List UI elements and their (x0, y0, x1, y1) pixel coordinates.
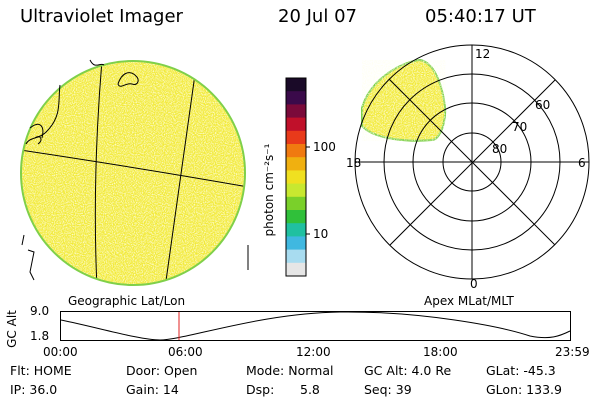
colorbar-segment (286, 223, 306, 237)
colorbar-segment (286, 91, 306, 105)
altitude-tick-9: 9.0 (30, 304, 50, 318)
mlt-label-6: 6 (578, 156, 586, 170)
polar-plot (354, 44, 590, 280)
mlt-line-diag-2 (355, 45, 589, 279)
mlt-label-12: 12 (475, 47, 491, 61)
gain-value: Gain: 14 (126, 382, 179, 397)
glat-value: GLat: -45.3 (486, 363, 556, 378)
mlt-line-diag-1 (355, 45, 589, 279)
colorbar-unit-label: photon cm⁻²s⁻¹ (262, 143, 276, 237)
altitude-plot (60, 311, 571, 341)
mlat-label-80: 80 (492, 142, 508, 156)
mlt-label-0: 0 (470, 277, 478, 291)
mlat-label-70: 70 (512, 120, 528, 134)
auroral-speckle (362, 60, 446, 141)
coastline-south (21, 234, 35, 281)
colorbar-tick-label-100: 100 (313, 140, 336, 154)
app-title: Ultraviolet Imager (20, 6, 183, 27)
seq-value: Seq: 39 (364, 382, 412, 397)
colorbar-tick-label-10: 10 (313, 227, 329, 241)
mlat-label-60: 60 (535, 98, 551, 112)
colorbar-segment (286, 117, 306, 132)
colorbar-segment (286, 104, 306, 119)
time-tick-0000: 00:00 (43, 345, 78, 359)
colorbar-segment (286, 262, 306, 277)
time-tick-1800: 18:00 (423, 345, 458, 359)
altitude-plot-frame (60, 311, 571, 341)
ip-value: IP: 36.0 (10, 382, 58, 397)
geographic-image (20, 59, 249, 286)
coastline (25, 84, 61, 145)
altitude-curve (60, 311, 571, 341)
mode-value: Mode: Normal (246, 363, 334, 378)
polar-panel-label: Apex MLat/MLT (424, 294, 514, 308)
geo-panel-label: Geographic Lat/Lon (68, 294, 186, 308)
colorbar-segment (286, 236, 306, 251)
colorbar-segment (286, 196, 306, 211)
colorbar (285, 77, 310, 277)
flight-status: Flt: HOME (10, 363, 72, 378)
colorbar-segment (286, 249, 306, 264)
glon-value: GLon: 133.9 (486, 382, 562, 397)
colorbar-segment (286, 78, 306, 92)
colorbar-segment (286, 183, 306, 198)
coastline-island (117, 72, 139, 87)
colorbar-frame (285, 77, 307, 277)
observation-date: 20 Jul 07 (278, 6, 357, 27)
altitude-axis-label: GC Alt (5, 310, 19, 348)
colorbar-segment (286, 144, 306, 158)
coastline-islands (29, 123, 44, 145)
coastline-north (89, 59, 105, 66)
door-status: Door: Open (126, 363, 198, 378)
time-tick-0600: 06:00 (168, 345, 203, 359)
time-tick-2359: 23:59 (555, 345, 590, 359)
dsp-value: 5.8 (300, 382, 320, 397)
observation-time: 05:40:17 UT (425, 6, 536, 27)
colorbar-segment (286, 210, 306, 224)
altitude-tick-1-8: 1.8 (30, 329, 50, 343)
gc-alt-value: GC Alt: 4.0 Re (364, 363, 452, 378)
colorbar-segment (286, 130, 306, 145)
colorbar-segment (286, 157, 306, 171)
colorbar-segment (286, 170, 306, 185)
time-tick-1200: 12:00 (296, 345, 331, 359)
dsp-label: Dsp: (246, 382, 275, 397)
geo-grid (22, 62, 244, 284)
mlt-label-18: 18 (346, 156, 362, 170)
